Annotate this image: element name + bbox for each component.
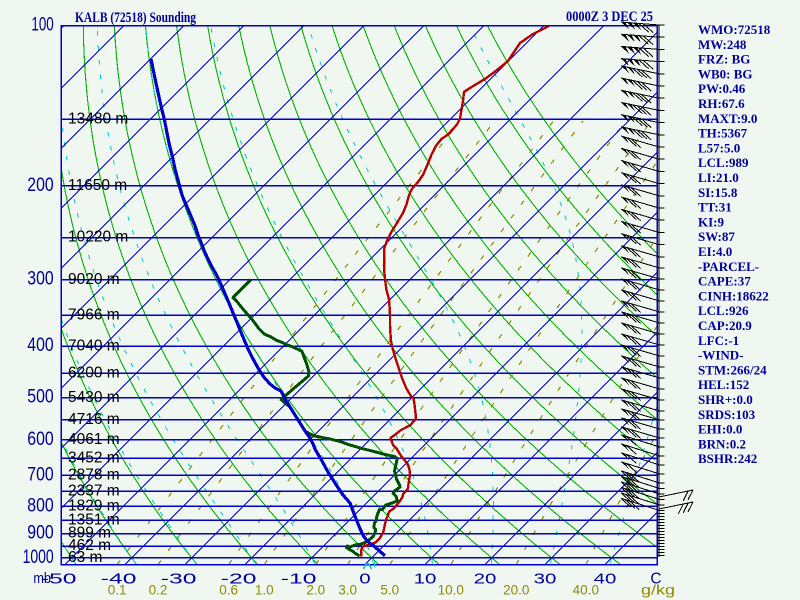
- svg-text:0: 0: [359, 571, 370, 588]
- svg-text:SW:87: SW:87: [698, 229, 735, 244]
- svg-text:-40: -40: [101, 571, 137, 588]
- svg-text:2878 m: 2878 m: [68, 467, 120, 484]
- svg-text:BSHR:242: BSHR:242: [698, 451, 757, 466]
- svg-text:MAXT:9.0: MAXT:9.0: [698, 111, 757, 126]
- svg-text:63 m: 63 m: [68, 549, 102, 566]
- svg-text:2337 m: 2337 m: [68, 483, 120, 500]
- svg-text:100: 100: [31, 14, 53, 36]
- svg-text:3452 m: 3452 m: [68, 449, 120, 466]
- svg-text:SRDS:103: SRDS:103: [698, 407, 756, 422]
- svg-text:40.0: 40.0: [573, 583, 599, 598]
- svg-text:WB0: BG: WB0: BG: [698, 66, 753, 81]
- svg-text:200: 200: [27, 174, 54, 196]
- svg-text:0.1: 0.1: [108, 583, 127, 598]
- svg-text:400: 400: [27, 334, 54, 356]
- svg-text:SHR+:0.0: SHR+:0.0: [698, 392, 753, 407]
- svg-text:-20: -20: [221, 571, 257, 588]
- svg-text:HEL:152: HEL:152: [698, 377, 749, 392]
- svg-text:-10: -10: [281, 571, 317, 588]
- svg-text:mb: mb: [33, 570, 51, 587]
- svg-text:1351 m: 1351 m: [68, 511, 120, 528]
- svg-text:EHI:0.0: EHI:0.0: [698, 422, 742, 437]
- svg-text:SI:15.8: SI:15.8: [698, 185, 738, 200]
- svg-text:900: 900: [27, 522, 54, 544]
- svg-text:-WIND-: -WIND-: [698, 348, 744, 363]
- svg-text:11650 m: 11650 m: [68, 177, 127, 194]
- svg-text:300: 300: [27, 268, 54, 290]
- svg-text:10.0: 10.0: [438, 583, 464, 598]
- svg-text:5.0: 5.0: [380, 583, 399, 598]
- svg-text:CINH:18622: CINH:18622: [698, 288, 769, 303]
- svg-text:LFC:-1: LFC:-1: [698, 333, 739, 348]
- svg-text:5430 m: 5430 m: [68, 389, 120, 406]
- svg-text:30: 30: [534, 571, 557, 588]
- svg-text:9020 m: 9020 m: [68, 271, 120, 288]
- svg-text:7966 m: 7966 m: [68, 306, 120, 323]
- svg-text:700: 700: [27, 463, 54, 485]
- svg-text:LCL:989: LCL:989: [698, 155, 749, 170]
- svg-text:13480 m: 13480 m: [68, 111, 128, 128]
- svg-text:-PARCEL-: -PARCEL-: [698, 259, 759, 274]
- svg-text:LI:21.0: LI:21.0: [698, 170, 739, 185]
- svg-text:RH:67.6: RH:67.6: [698, 96, 745, 111]
- svg-text:7040 m: 7040 m: [68, 337, 120, 354]
- svg-text:2.0: 2.0: [306, 583, 325, 598]
- svg-text:KI:9: KI:9: [698, 214, 725, 229]
- svg-text:40: 40: [594, 571, 617, 588]
- svg-text:800: 800: [27, 494, 54, 516]
- svg-text:EI:4.0: EI:4.0: [698, 244, 732, 259]
- svg-text:20.0: 20.0: [503, 583, 529, 598]
- svg-text:3.0: 3.0: [338, 583, 357, 598]
- svg-text:KALB (72518) Sounding: KALB (72518) Sounding: [75, 10, 196, 26]
- svg-text:-30: -30: [161, 571, 197, 588]
- svg-text:-50: -50: [41, 571, 77, 588]
- svg-text:1000: 1000: [23, 546, 54, 568]
- svg-text:0000Z 3 DEC 25: 0000Z 3 DEC 25: [566, 9, 653, 25]
- svg-text:6200 m: 6200 m: [68, 364, 120, 381]
- svg-text:LCL:926: LCL:926: [698, 303, 749, 318]
- svg-text:TH:5367: TH:5367: [698, 126, 748, 141]
- svg-text:500: 500: [27, 386, 54, 408]
- svg-text:PW:0.46: PW:0.46: [698, 81, 746, 96]
- svg-text:WMO:72518: WMO:72518: [698, 22, 771, 37]
- svg-text:TT:31: TT:31: [698, 200, 732, 215]
- svg-text:1829 m: 1829 m: [68, 497, 120, 514]
- svg-text:20: 20: [474, 571, 497, 588]
- svg-text:0.2: 0.2: [149, 583, 168, 598]
- svg-text:STM:266/24: STM:266/24: [698, 362, 767, 377]
- svg-text:MW:248: MW:248: [698, 37, 747, 52]
- svg-text:10: 10: [414, 571, 437, 588]
- svg-text:FRZ: BG: FRZ: BG: [698, 52, 750, 67]
- svg-text:g/kg: g/kg: [641, 583, 675, 598]
- svg-text:462 m: 462 m: [68, 537, 111, 554]
- svg-text:CAPE:37: CAPE:37: [698, 274, 751, 289]
- svg-text:CAP:20.9: CAP:20.9: [698, 318, 752, 333]
- svg-text:899 m: 899 m: [68, 525, 111, 542]
- svg-text:600: 600: [27, 428, 54, 450]
- svg-text:C: C: [650, 571, 661, 588]
- svg-text:0.6: 0.6: [219, 583, 238, 598]
- svg-text:L57:5.0: L57:5.0: [698, 140, 740, 155]
- svg-text:10220 m: 10220 m: [68, 229, 128, 246]
- svg-text:1.0: 1.0: [255, 583, 274, 598]
- svg-text:BRN:0.2: BRN:0.2: [698, 436, 746, 451]
- svg-text:4716 m: 4716 m: [68, 411, 120, 428]
- svg-text:4061 m: 4061 m: [68, 431, 120, 448]
